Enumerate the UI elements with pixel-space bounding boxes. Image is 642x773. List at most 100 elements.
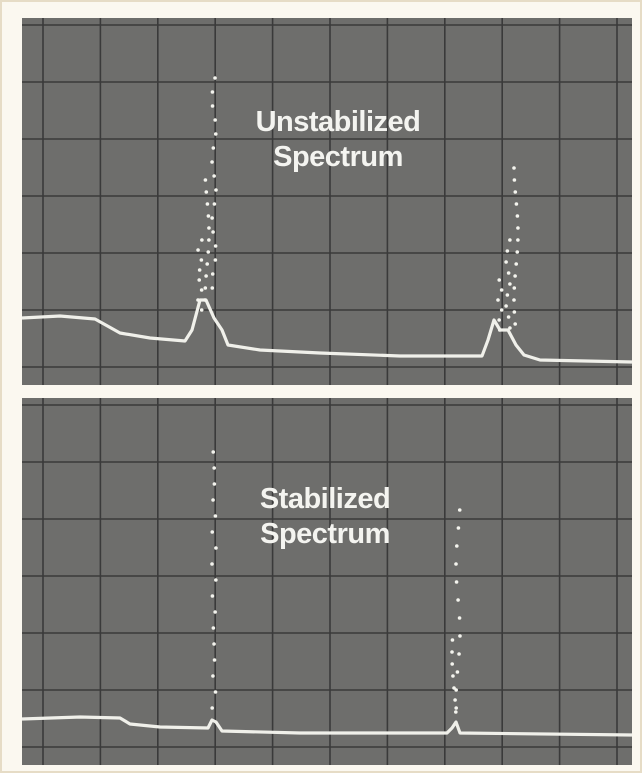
dot bbox=[506, 315, 511, 319]
dot bbox=[211, 450, 216, 454]
dot bbox=[508, 326, 512, 330]
dot bbox=[196, 298, 200, 302]
dot bbox=[506, 271, 511, 275]
dot bbox=[505, 249, 510, 253]
dot bbox=[214, 546, 218, 550]
dot bbox=[454, 710, 458, 714]
dot bbox=[515, 214, 520, 218]
trace-dots bbox=[210, 450, 462, 714]
dot bbox=[456, 526, 461, 530]
dot bbox=[197, 278, 202, 282]
dot bbox=[450, 638, 455, 642]
dot bbox=[454, 562, 458, 566]
screen bbox=[22, 18, 632, 385]
dot bbox=[451, 674, 455, 678]
dot bbox=[210, 104, 215, 108]
dot bbox=[212, 466, 216, 470]
caption-line: Unstabilized bbox=[256, 106, 421, 138]
dot bbox=[213, 514, 218, 518]
dot bbox=[514, 202, 519, 206]
dot bbox=[508, 238, 512, 242]
dot bbox=[197, 268, 202, 272]
dot bbox=[213, 132, 218, 136]
dot bbox=[213, 690, 218, 694]
dot bbox=[212, 658, 217, 662]
dot bbox=[508, 282, 512, 286]
scope-screen-bottom: Stabilized Spectrum bbox=[21, 398, 633, 765]
dot bbox=[456, 598, 460, 602]
dot bbox=[457, 508, 462, 512]
dot bbox=[457, 616, 462, 620]
dot bbox=[211, 146, 216, 150]
dot bbox=[513, 190, 518, 194]
scope-screen-top: Unstabilized Spectrum bbox=[21, 18, 633, 385]
dot bbox=[213, 244, 218, 248]
dot bbox=[210, 272, 215, 276]
dot bbox=[504, 260, 508, 264]
dot bbox=[211, 230, 215, 234]
dot bbox=[203, 286, 208, 290]
dot bbox=[455, 670, 460, 674]
dot bbox=[512, 178, 517, 182]
dot bbox=[210, 90, 215, 94]
dot bbox=[512, 286, 517, 290]
dot bbox=[210, 562, 214, 566]
dot bbox=[499, 308, 504, 312]
dot bbox=[212, 174, 216, 178]
dot bbox=[211, 674, 215, 678]
screen bbox=[22, 398, 632, 765]
dot bbox=[213, 610, 217, 614]
caption-line: Stabilized bbox=[260, 483, 390, 515]
caption-line: Spectrum bbox=[273, 141, 403, 173]
dot bbox=[514, 262, 519, 266]
dot bbox=[452, 686, 456, 690]
caption-line: Spectrum bbox=[260, 518, 390, 550]
dot bbox=[505, 293, 510, 297]
dot bbox=[453, 698, 457, 702]
dot bbox=[212, 642, 216, 646]
dot bbox=[512, 298, 516, 302]
dot bbox=[212, 202, 217, 206]
dot bbox=[210, 706, 214, 710]
trace bbox=[21, 715, 633, 737]
dot bbox=[210, 530, 215, 534]
dot bbox=[213, 76, 217, 80]
dot bbox=[512, 166, 516, 170]
dot bbox=[497, 328, 502, 332]
trace bbox=[21, 298, 633, 364]
dot bbox=[513, 274, 517, 278]
dot bbox=[196, 248, 200, 252]
dot bbox=[515, 250, 520, 254]
dot bbox=[206, 250, 211, 254]
trace-dots bbox=[196, 76, 520, 332]
dot bbox=[496, 298, 500, 302]
dot bbox=[203, 298, 207, 302]
dot bbox=[213, 118, 217, 122]
dot bbox=[200, 238, 204, 242]
dot bbox=[206, 214, 211, 218]
dot bbox=[210, 286, 215, 290]
dot bbox=[207, 226, 211, 230]
graticule bbox=[22, 398, 632, 765]
dot bbox=[204, 190, 209, 194]
dot bbox=[211, 626, 216, 630]
dot bbox=[516, 238, 520, 242]
dot bbox=[210, 594, 215, 598]
dot bbox=[454, 580, 459, 584]
dot bbox=[213, 258, 218, 262]
dot bbox=[204, 274, 208, 278]
dot bbox=[205, 202, 210, 206]
dot bbox=[497, 278, 502, 282]
dot bbox=[454, 706, 458, 710]
dot bbox=[210, 216, 214, 220]
graticule bbox=[22, 18, 632, 385]
dot bbox=[455, 544, 459, 548]
dot bbox=[499, 288, 504, 292]
dot bbox=[457, 652, 461, 656]
dot bbox=[450, 650, 454, 654]
dot bbox=[513, 322, 517, 326]
dot bbox=[205, 262, 210, 266]
dot bbox=[497, 318, 501, 322]
dot bbox=[458, 634, 462, 638]
